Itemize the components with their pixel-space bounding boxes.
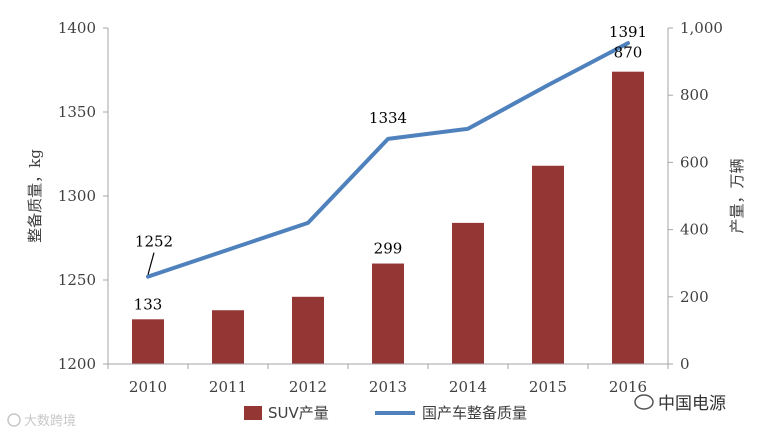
bar-suv [372, 263, 404, 364]
x-tick-label: 2011 [209, 378, 247, 396]
axes: 1200 1250 1300 1350 1400 0 200 400 600 800 1,000 20… [58, 19, 723, 396]
y-right-tick-label: 400 [680, 221, 709, 239]
x-tick-label: 2012 [289, 378, 327, 396]
bar-suv [212, 310, 244, 364]
y-right-tick-label: 600 [680, 153, 709, 171]
y-right-tick-label: 200 [680, 288, 709, 306]
x-tick-label: 2010 [129, 378, 167, 396]
bar-data-label: 133 [134, 295, 163, 313]
bar-suv [532, 165, 564, 364]
line-data-label: 1334 [369, 109, 407, 127]
y-right-tick-label: 1,000 [680, 19, 723, 37]
line-data-label: 1252 [135, 233, 173, 251]
legend-label-weight: 国产车整备质量 [422, 404, 527, 422]
bar-suv [612, 71, 644, 365]
bar-suv [452, 222, 484, 364]
y-left-tick-label: 1250 [58, 271, 96, 289]
x-tick-label: 2014 [449, 378, 487, 396]
line-data-label: 1391 [609, 23, 647, 41]
x-tick-label: 2016 [609, 378, 647, 396]
y-left-tick-label: 1400 [58, 19, 96, 37]
y-right-axis-title: 产量，万辆 [728, 158, 746, 233]
watermark-left: 大数跨境 [7, 413, 76, 429]
watermark-right: 中国电源 [634, 394, 726, 414]
bar-data-label: 299 [374, 240, 403, 258]
y-right-tick-label: 0 [680, 355, 690, 373]
y-left-tick-label: 1300 [58, 187, 96, 205]
plot-area [132, 41, 644, 365]
watermark-right-text: 中国电源 [658, 394, 726, 414]
watermark-logo-icon [7, 413, 21, 427]
y-right-tick-label: 800 [680, 86, 709, 104]
line-weight [146, 41, 630, 279]
y-left-axis-title: 整备质量，kg [26, 149, 44, 243]
x-tick-label: 2013 [369, 378, 407, 396]
x-tick-label: 2015 [529, 378, 567, 396]
legend-swatch-suv [244, 406, 262, 420]
bar-data-label: 870 [614, 44, 643, 62]
y-left-tick-label: 1200 [58, 355, 96, 373]
bar-suv [132, 319, 164, 364]
legend: SUV产量 国产车整备质量 [244, 404, 527, 422]
y-left-tick-label: 1350 [58, 103, 96, 121]
wechat-icon [634, 394, 654, 410]
watermark-left-text: 大数跨境 [24, 414, 76, 429]
legend-label-suv: SUV产量 [268, 404, 329, 422]
data-labels: 133 299 870 1252 1334 1391 [134, 23, 647, 313]
bar-suv [292, 296, 324, 364]
line-label-leader [147, 252, 155, 275]
